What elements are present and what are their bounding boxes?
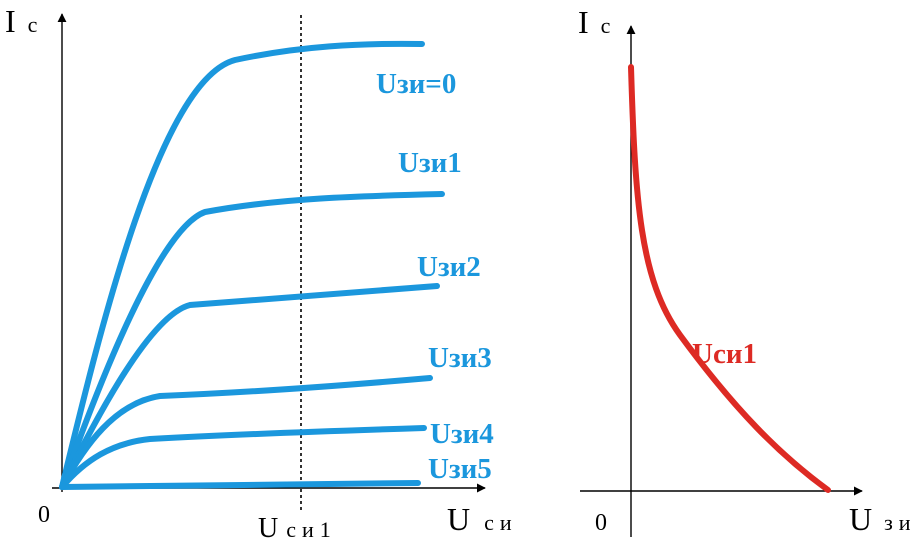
right-y-axis-sub: с bbox=[601, 13, 611, 38]
curve-uzi-4 bbox=[59, 425, 427, 490]
left-y-axis-main: I bbox=[5, 3, 16, 39]
usi1-marker-main: U bbox=[258, 513, 278, 543]
left-y-axis-sub: с bbox=[28, 12, 38, 37]
label-uzi-5: Uзи5 bbox=[428, 453, 492, 485]
curve-uzi-5 bbox=[59, 480, 421, 490]
label-usi-1: Uси1 bbox=[692, 338, 757, 370]
left-origin-label: 0 bbox=[38, 502, 50, 528]
right-x-axis-main: U bbox=[849, 501, 872, 537]
right-y-axis-main: I bbox=[578, 4, 589, 40]
usi1-marker-sub: си1 bbox=[286, 517, 337, 542]
curve-uzi-3 bbox=[59, 375, 433, 490]
left-x-axis-main: U bbox=[447, 501, 470, 537]
curve-uzi-2 bbox=[59, 283, 440, 490]
left-x-axis-sub: си bbox=[484, 510, 518, 535]
label-uzi-2: Uзи2 bbox=[417, 251, 481, 283]
label-uzi-3: Uзи3 bbox=[428, 342, 492, 374]
right-origin-label: 0 bbox=[595, 510, 607, 536]
curve-usi-1 bbox=[628, 64, 831, 493]
right-x-axis-sub: зи bbox=[884, 510, 916, 535]
label-uzi-0: Uзи=0 bbox=[376, 68, 456, 100]
label-uzi-1: Uзи1 bbox=[398, 147, 462, 179]
curve-uzi-1 bbox=[59, 191, 445, 490]
curve-uzi-0 bbox=[59, 40, 425, 490]
label-uzi-4: Uзи4 bbox=[430, 418, 494, 450]
